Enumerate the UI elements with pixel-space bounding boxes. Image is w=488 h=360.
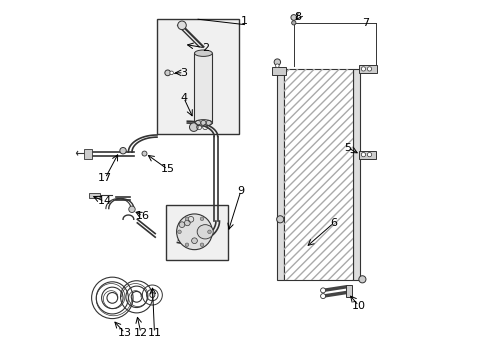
Circle shape	[164, 70, 170, 76]
Ellipse shape	[194, 120, 212, 126]
Circle shape	[275, 64, 279, 67]
Circle shape	[169, 71, 173, 75]
Circle shape	[366, 67, 371, 71]
Text: 10: 10	[351, 301, 365, 311]
Ellipse shape	[197, 225, 213, 239]
Bar	[165, 205, 228, 260]
Bar	[283, 69, 353, 280]
Text: 15: 15	[161, 164, 174, 174]
Text: 4: 4	[180, 93, 187, 103]
Circle shape	[366, 153, 371, 157]
Circle shape	[274, 59, 280, 65]
Bar	[89, 193, 100, 198]
Circle shape	[291, 21, 295, 25]
Bar	[358, 65, 376, 73]
Bar	[283, 69, 353, 280]
Text: 5: 5	[344, 143, 351, 153]
Bar	[353, 69, 359, 280]
Circle shape	[176, 214, 212, 249]
Circle shape	[189, 123, 198, 131]
Circle shape	[142, 151, 147, 156]
Bar	[83, 149, 91, 158]
Text: 12: 12	[134, 328, 148, 338]
Circle shape	[191, 238, 197, 244]
Circle shape	[185, 243, 188, 247]
Text: 7: 7	[362, 18, 369, 28]
Text: 13: 13	[118, 328, 132, 338]
Text: 11: 11	[147, 328, 161, 338]
Circle shape	[177, 230, 181, 234]
Text: 6: 6	[329, 218, 337, 228]
Ellipse shape	[194, 50, 212, 57]
Circle shape	[361, 153, 365, 157]
Circle shape	[200, 243, 203, 247]
Text: 8: 8	[294, 13, 301, 22]
Bar	[194, 53, 212, 123]
Text: 9: 9	[237, 186, 244, 196]
Text: 2: 2	[201, 43, 208, 53]
Bar	[345, 285, 351, 297]
Text: 14: 14	[97, 197, 111, 206]
Circle shape	[185, 217, 188, 221]
Circle shape	[290, 15, 296, 20]
Circle shape	[207, 230, 211, 234]
Circle shape	[320, 294, 325, 298]
Circle shape	[184, 220, 190, 226]
Text: 1: 1	[241, 16, 247, 26]
Circle shape	[120, 148, 126, 154]
Circle shape	[358, 276, 365, 283]
Circle shape	[128, 206, 135, 212]
Circle shape	[320, 288, 325, 293]
Bar	[272, 67, 285, 75]
Text: 17: 17	[98, 173, 112, 183]
Circle shape	[276, 216, 283, 223]
Circle shape	[200, 217, 203, 221]
Text: 3: 3	[180, 68, 187, 78]
Circle shape	[179, 222, 184, 228]
Circle shape	[361, 67, 365, 71]
Text: 16: 16	[135, 211, 149, 221]
Circle shape	[177, 21, 186, 30]
Bar	[277, 69, 283, 280]
Bar	[157, 19, 239, 134]
Bar	[358, 151, 375, 158]
